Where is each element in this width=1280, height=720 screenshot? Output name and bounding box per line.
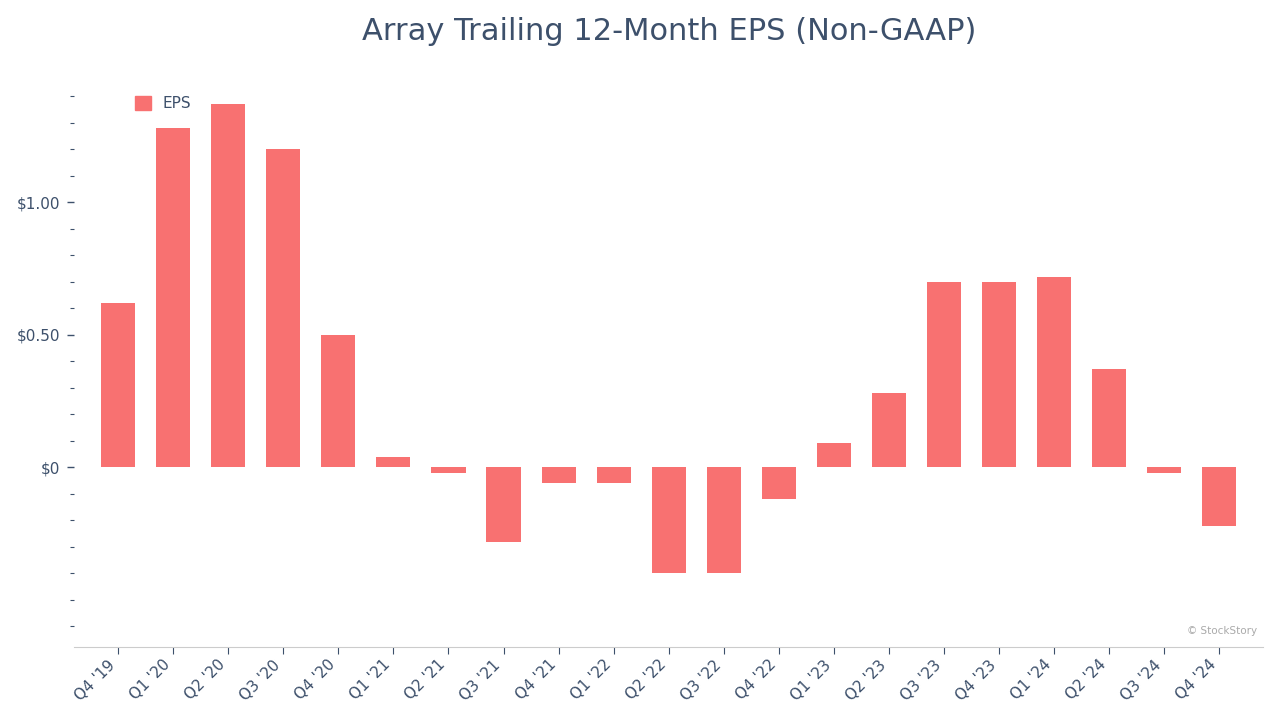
Bar: [211, 104, 246, 467]
Bar: [1202, 467, 1236, 526]
Legend: EPS: EPS: [129, 90, 197, 117]
Bar: [266, 150, 301, 467]
Bar: [156, 128, 191, 467]
Bar: [652, 467, 686, 573]
Bar: [101, 303, 136, 467]
Bar: [817, 444, 851, 467]
Title: Array Trailing 12-Month EPS (Non-GAAP): Array Trailing 12-Month EPS (Non-GAAP): [361, 17, 975, 45]
Bar: [982, 282, 1016, 467]
Text: © StockStory: © StockStory: [1188, 626, 1257, 636]
Bar: [872, 393, 906, 467]
Bar: [927, 282, 961, 467]
Bar: [1147, 467, 1181, 472]
Bar: [486, 467, 521, 541]
Bar: [707, 467, 741, 573]
Bar: [1092, 369, 1126, 467]
Bar: [541, 467, 576, 483]
Bar: [596, 467, 631, 483]
Bar: [321, 335, 356, 467]
Bar: [762, 467, 796, 499]
Bar: [1037, 276, 1071, 467]
Bar: [376, 456, 411, 467]
Bar: [431, 467, 466, 472]
